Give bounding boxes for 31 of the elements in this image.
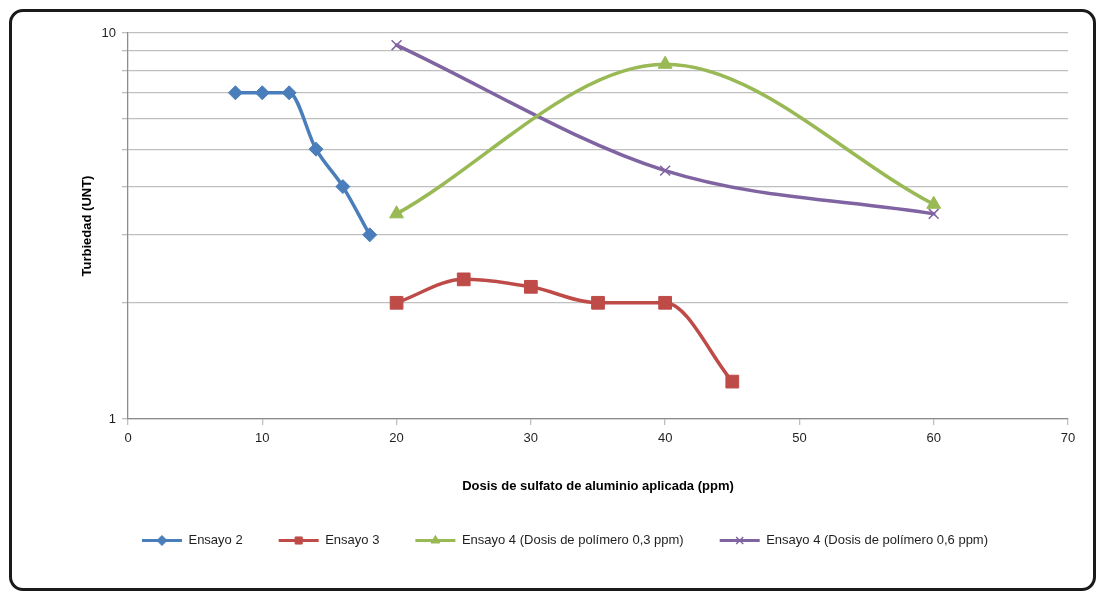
point [227, 85, 243, 101]
point [335, 179, 351, 195]
x-tick-label: 10 [255, 430, 270, 446]
x-axis-title: Dosis de sulfato de aluminio aplicada (ppm) [462, 477, 734, 493]
point [456, 272, 471, 287]
x-tick-label: 30 [523, 430, 539, 446]
point [523, 279, 538, 294]
point [308, 141, 324, 157]
x-tick-label: 50 [792, 430, 807, 446]
legend-label: Ensayo 4 (Dosis de polímero 0,3 ppm) [461, 532, 684, 548]
point [591, 295, 605, 310]
point [928, 208, 940, 220]
point [725, 374, 740, 389]
point [254, 85, 270, 101]
legend-label: Ensayo 4 (Dosis de polímero 0,6 ppm) [766, 532, 989, 548]
point [658, 295, 673, 310]
x-tick-label: 40 [657, 430, 673, 446]
legend-label: Ensayo 2 [188, 532, 243, 548]
point [659, 164, 671, 177]
x-tick-label: 70 [1060, 430, 1076, 446]
x-tick-label: 60 [926, 430, 941, 446]
point [389, 205, 404, 219]
y-tick-label: 1 [108, 410, 116, 426]
x-tick-label: 0 [124, 430, 132, 446]
x-tick-label: 20 [389, 430, 404, 446]
point [362, 227, 378, 243]
point [389, 295, 404, 310]
point [281, 85, 297, 101]
legend-label: Ensayo 3 [325, 532, 380, 548]
y-axis-title: Turbiedad (UNT) [79, 175, 95, 277]
point [390, 39, 403, 51]
